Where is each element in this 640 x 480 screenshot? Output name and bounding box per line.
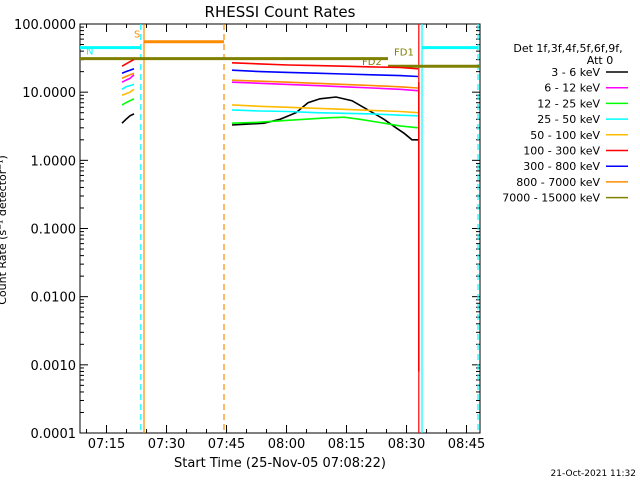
legend-attenuator: Att 0 (587, 54, 613, 67)
x-tick-label: 07:15 (88, 437, 125, 452)
footer-timestamp: 21-Oct-2021 11:32 (551, 469, 636, 479)
x-tick-label: 08:30 (388, 437, 425, 452)
plot-frame (79, 23, 481, 434)
series-line (121, 113, 135, 124)
series-line (121, 68, 135, 74)
legend-entry-label: 300 - 800 keV (523, 160, 600, 173)
series-line (231, 104, 419, 114)
series-line (231, 79, 419, 89)
legend-entry-label: 6 - 12 keV (544, 82, 600, 95)
series-line (231, 109, 419, 117)
series-line (231, 81, 419, 92)
legend-entry-label: 7000 - 15000 keV (502, 192, 600, 205)
legend-entry-label: 12 - 25 keV (537, 97, 600, 110)
y-tick-label: 1.0000 (31, 154, 77, 169)
series-line (121, 98, 135, 106)
state-bar-label: N (86, 47, 93, 58)
series-line (121, 72, 135, 80)
y-tick-label: 100.0000 (14, 18, 76, 33)
series-line (121, 88, 135, 97)
x-tick-label: 08:15 (328, 437, 365, 452)
legend: Det 1f,3f,4f,5f,6f,9f, Att 0 3 - 6 keV 6 … (502, 42, 628, 205)
x-axis-label: Start Time (25-Nov-05 07:08:22) (174, 456, 386, 471)
state-bar-label: FD2 (362, 57, 382, 68)
legend-entry-label: 100 - 300 keV (523, 145, 600, 158)
y-tick-label: 0.1000 (31, 223, 77, 238)
y-axis-label: Count Rate (s⁻¹ detector⁻¹) (0, 155, 9, 305)
legend-entry-label: 25 - 50 keV (537, 113, 600, 126)
series-line (231, 116, 419, 129)
y-tick-label: 0.0010 (31, 359, 77, 374)
state-bar-label: FD1 (394, 48, 414, 59)
x-tick-label: 07:30 (148, 437, 185, 452)
chart-title: RHESSI Count Rates (205, 3, 356, 21)
legend-detectors: Det 1f,3f,4f,5f,6f,9f, (513, 42, 622, 55)
state-bar-label: S (134, 30, 140, 41)
legend-entry-label: 800 - 7000 keV (516, 176, 600, 189)
series-line (231, 69, 419, 78)
y-tick-label: 0.0001 (31, 427, 77, 442)
legend-entry-label: 50 - 100 keV (530, 129, 600, 142)
series-line (121, 83, 135, 90)
series-line (231, 62, 419, 70)
y-tick-label: 0.0100 (31, 291, 77, 306)
x-tick-label: 08:45 (448, 437, 485, 452)
y-tick-label: 10.0000 (22, 86, 76, 101)
series-line (121, 74, 135, 83)
x-tick-label: 07:45 (208, 437, 245, 452)
series-line (121, 58, 135, 67)
plot-area: 100.0000 10.0000 1.0000 0.1000 0.0100 0.0010 0… (14, 18, 485, 452)
x-tick-label: 08:00 (268, 437, 305, 452)
legend-entry-label: 3 - 6 keV (551, 66, 600, 79)
